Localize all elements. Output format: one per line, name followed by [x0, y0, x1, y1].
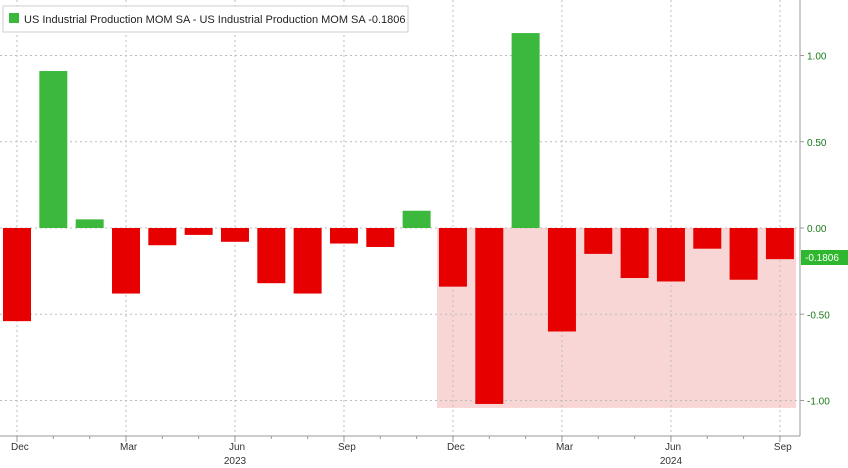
legend-swatch	[9, 13, 19, 23]
bar-nov-2023	[402, 210, 431, 228]
bar-oct-2023	[366, 228, 395, 247]
bar-dec-2023	[438, 228, 467, 287]
y-tick-label: 0.00	[807, 224, 827, 235]
y-tick-label: -0.50	[807, 310, 830, 321]
bar-feb-2024	[511, 33, 540, 229]
y-tick-label: 0.50	[807, 138, 827, 149]
bar-apr-2024	[584, 228, 613, 254]
bar-jan-2024	[475, 228, 504, 404]
legend-label: US Industrial Production MOM SA - US Ind…	[24, 14, 406, 26]
bars	[3, 33, 794, 404]
y-tick-label: -1.00	[807, 397, 830, 408]
bar-dec-2022	[3, 228, 31, 322]
y-tick-label: 1.00	[807, 52, 827, 63]
bar-jan-2023	[39, 71, 68, 229]
x-tick-label: Mar	[556, 442, 574, 453]
grid-lines	[0, 0, 800, 436]
bar-jul-2024	[693, 228, 722, 249]
last-value-tag: -0.1806	[801, 250, 848, 265]
legend: US Industrial Production MOM SA - US Ind…	[2, 5, 409, 33]
last-value-tag-text: -0.1806	[805, 253, 839, 264]
x-tick-label: Mar	[120, 442, 138, 453]
x-tick-label: Jun	[665, 442, 681, 453]
bar-mar-2023	[111, 228, 140, 294]
bar-jul-2023	[257, 228, 286, 284]
bar-aug-2024	[729, 228, 758, 280]
x-tick-label: Sep	[774, 442, 792, 453]
bar-sep-2023	[329, 228, 358, 244]
bar-may-2024	[620, 228, 649, 279]
x-year-label: 2024	[660, 456, 683, 467]
bar-jun-2023	[220, 228, 249, 242]
x-tick-label: Jun	[229, 442, 245, 453]
x-tick-label: Dec	[11, 442, 29, 453]
x-year-label: 2023	[224, 456, 247, 467]
bar-mar-2024	[547, 228, 576, 332]
bar-aug-2023	[293, 228, 322, 294]
legend-box	[2, 5, 409, 33]
axes: 1.00 0.50 0.00 -0.50 -1.00 Dec Mar Jun Sep Dec Mar…	[0, 0, 830, 467]
x-tick-label: Sep	[338, 442, 356, 453]
bar-feb-2023	[75, 219, 104, 228]
bar-sep-2024	[765, 228, 794, 260]
bar-may-2023	[184, 228, 213, 235]
x-tick-label: Dec	[447, 442, 465, 453]
bar-jun-2024	[656, 228, 685, 282]
last-value-tag-bg	[801, 250, 848, 265]
bar-apr-2023	[148, 228, 177, 246]
